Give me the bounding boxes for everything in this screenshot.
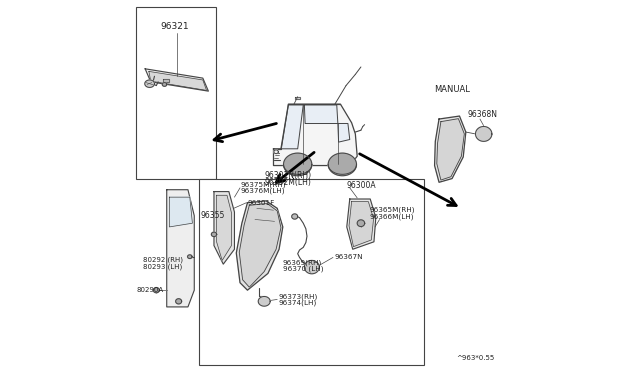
Text: MANUAL: MANUAL <box>435 85 470 94</box>
Polygon shape <box>282 105 303 149</box>
Text: 96368N: 96368N <box>467 110 497 119</box>
Polygon shape <box>284 164 312 174</box>
Polygon shape <box>435 116 466 182</box>
Text: 80290A: 80290A <box>136 287 164 293</box>
Bar <box>136 7 216 179</box>
Text: 96373(RH): 96373(RH) <box>278 294 317 300</box>
Polygon shape <box>163 79 170 82</box>
Polygon shape <box>145 80 154 87</box>
Text: 80293 (LH): 80293 (LH) <box>143 263 182 270</box>
Polygon shape <box>305 260 319 274</box>
Polygon shape <box>284 153 312 176</box>
Polygon shape <box>259 296 270 306</box>
Polygon shape <box>349 202 374 247</box>
Text: 96366M(LH): 96366M(LH) <box>369 213 414 220</box>
Text: 96365M(RH): 96365M(RH) <box>369 207 415 214</box>
Polygon shape <box>295 97 300 99</box>
Text: 96376M(LH): 96376M(LH) <box>241 188 285 195</box>
Text: 96369(RH): 96369(RH) <box>283 259 322 266</box>
Text: 96321: 96321 <box>161 22 189 31</box>
Text: 96301N(RH): 96301N(RH) <box>264 171 311 180</box>
Polygon shape <box>338 124 349 142</box>
Polygon shape <box>347 199 376 249</box>
Polygon shape <box>211 232 216 237</box>
Polygon shape <box>357 220 365 227</box>
Polygon shape <box>273 104 357 166</box>
Polygon shape <box>149 71 207 90</box>
Text: 96375M(RH): 96375M(RH) <box>241 182 286 188</box>
Polygon shape <box>167 190 195 307</box>
Polygon shape <box>145 69 209 91</box>
Text: 96300A: 96300A <box>346 181 376 190</box>
Polygon shape <box>239 203 281 287</box>
Text: 96355: 96355 <box>200 211 225 220</box>
Polygon shape <box>188 255 192 259</box>
Text: ^963*0.55: ^963*0.55 <box>456 355 494 361</box>
Polygon shape <box>476 126 492 141</box>
Polygon shape <box>292 214 298 219</box>
Polygon shape <box>175 299 182 304</box>
Polygon shape <box>305 105 338 124</box>
Text: 80292 (RH): 80292 (RH) <box>143 256 183 263</box>
Polygon shape <box>216 195 232 260</box>
Polygon shape <box>328 153 356 176</box>
Text: 96370 (LH): 96370 (LH) <box>283 265 323 272</box>
Text: 96302M(LH): 96302M(LH) <box>264 178 311 187</box>
Polygon shape <box>236 201 283 290</box>
Bar <box>199 179 424 365</box>
Polygon shape <box>170 197 193 227</box>
Text: 96367N: 96367N <box>334 254 363 260</box>
Text: 96374(LH): 96374(LH) <box>278 300 317 307</box>
Polygon shape <box>437 119 465 180</box>
Polygon shape <box>163 83 167 86</box>
Polygon shape <box>328 164 356 174</box>
Polygon shape <box>154 288 159 293</box>
Polygon shape <box>274 150 278 154</box>
Text: 96301F: 96301F <box>248 200 275 206</box>
Polygon shape <box>214 192 234 264</box>
